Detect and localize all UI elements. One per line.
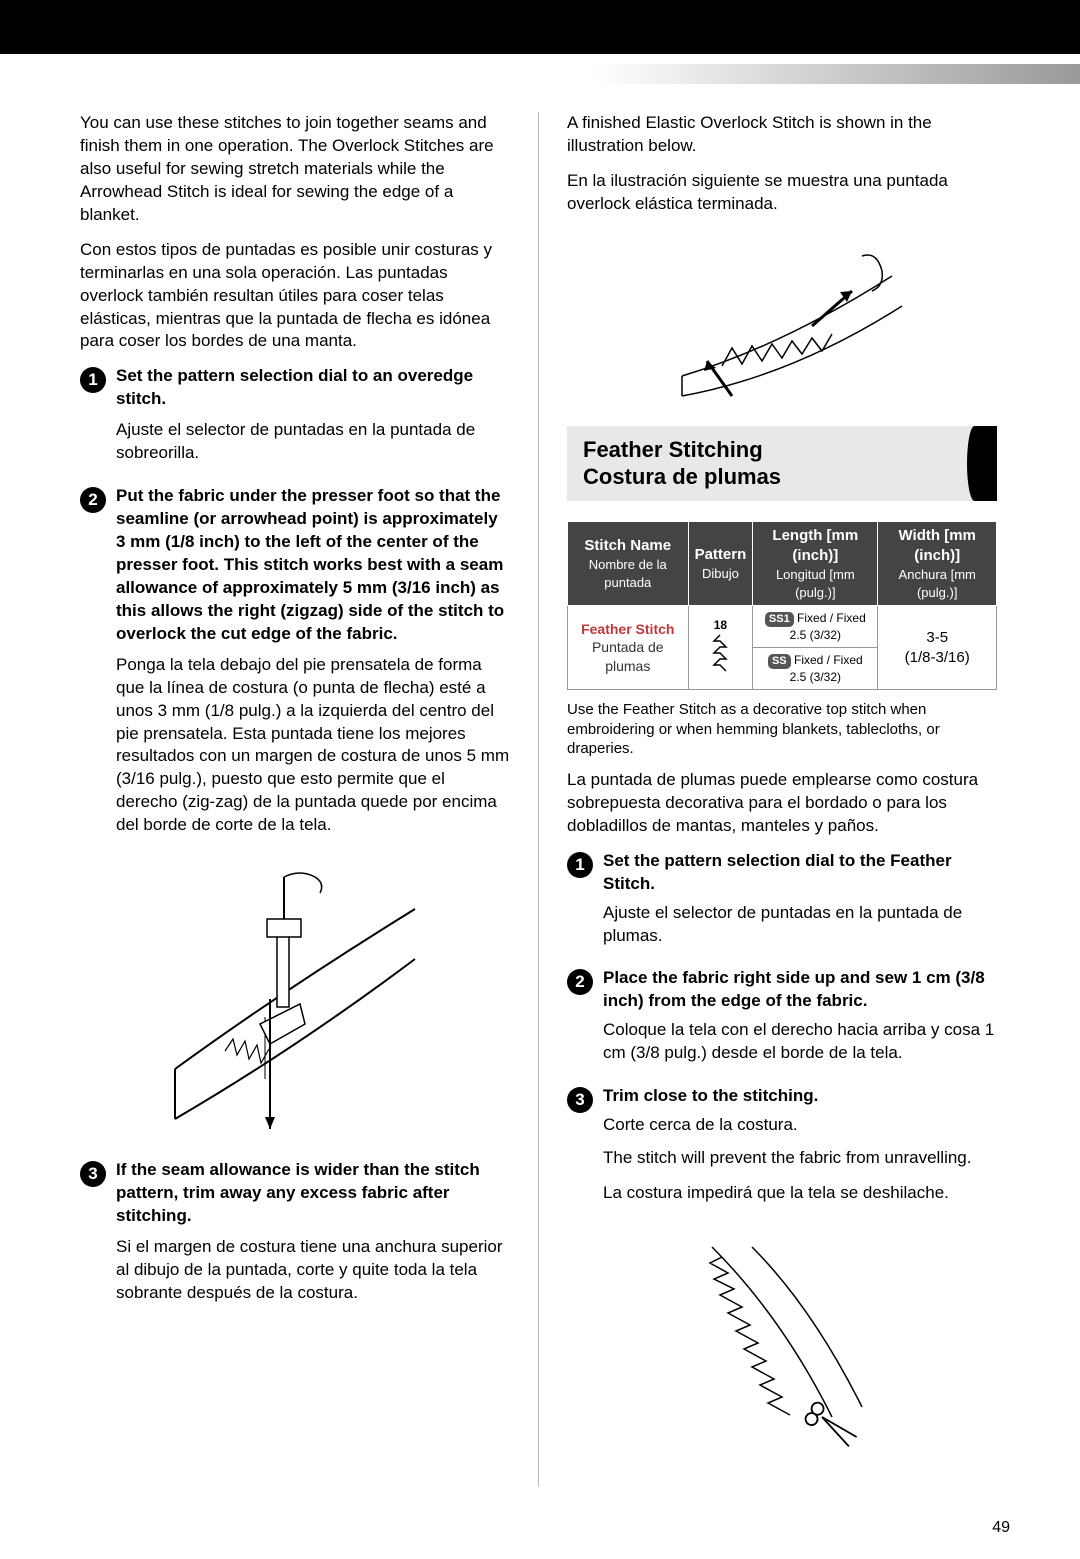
prevent-en: The stitch will prevent the fabric from … bbox=[603, 1147, 997, 1170]
td-length-1: SS1 Fixed / Fixed 2.5 (3/32) bbox=[753, 606, 878, 648]
r-step2-es: Coloque la tela con el derecho hacia arr… bbox=[603, 1019, 997, 1065]
intro-es: Con estos tipos de puntadas es posible u… bbox=[80, 239, 510, 354]
step-number-icon: 2 bbox=[567, 969, 593, 995]
usage-en: Use the Feather Stitch as a decorative t… bbox=[567, 700, 997, 759]
header-gradient-bar bbox=[0, 64, 1080, 84]
td-width: 3-5 (1/8-3/16) bbox=[878, 606, 997, 690]
step3-en: If the seam allowance is wider than the … bbox=[116, 1159, 510, 1228]
left-step-1: 1 Set the pattern selection dial to an o… bbox=[80, 365, 510, 477]
th-length: Length [mm (inch)]Longitud [mm (pulg.)] bbox=[753, 521, 878, 606]
left-step-3: 3 If the seam allowance is wider than th… bbox=[80, 1159, 510, 1317]
th-pattern: PatternDibujo bbox=[688, 521, 753, 606]
left-column: You can use these stitches to join toget… bbox=[80, 112, 510, 1487]
column-divider bbox=[538, 112, 539, 1487]
page-content: You can use these stitches to join toget… bbox=[0, 112, 1080, 1487]
presser-foot-illustration bbox=[80, 869, 510, 1139]
step-number-icon: 2 bbox=[80, 487, 106, 513]
th-width: Width [mm (inch)]Anchura [mm (pulg.)] bbox=[878, 521, 997, 606]
prevent-es: La costura impedirá que la tela se deshi… bbox=[603, 1182, 997, 1205]
r-step1-en: Set the pattern selection dial to the Fe… bbox=[603, 850, 997, 896]
left-step-2: 2 Put the fabric under the presser foot … bbox=[80, 485, 510, 849]
feather-stitch-icon bbox=[712, 633, 728, 673]
r-step3-es: Corte cerca de la costura. bbox=[603, 1114, 997, 1137]
th-name: Stitch NameNombre de la puntada bbox=[568, 521, 689, 606]
step-number-icon: 1 bbox=[567, 852, 593, 878]
td-length-2: SS Fixed / Fixed 2.5 (3/32) bbox=[753, 648, 878, 690]
r-step3-en: Trim close to the stitching. bbox=[603, 1085, 997, 1108]
usage-es: La puntada de plumas puede emplearse com… bbox=[567, 769, 997, 838]
r-step1-es: Ajuste el selector de puntadas en la pun… bbox=[603, 902, 997, 948]
step2-es: Ponga la tela debajo del pie prensatela … bbox=[116, 654, 510, 838]
stitch-table: Stitch NameNombre de la puntada PatternD… bbox=[567, 521, 997, 691]
finished-es: En la ilustración siguiente se muestra u… bbox=[567, 170, 997, 216]
step-number-icon: 1 bbox=[80, 367, 106, 393]
right-step-2: 2 Place the fabric right side up and sew… bbox=[567, 967, 997, 1077]
right-step-3: 3 Trim close to the stitching. Corte cer… bbox=[567, 1085, 997, 1217]
right-step-1: 1 Set the pattern selection dial to the … bbox=[567, 850, 997, 960]
feather-stitching-header: Feather Stitching Costura de plumas bbox=[567, 426, 997, 501]
header-black-bar bbox=[0, 0, 1080, 54]
feather-trim-illustration bbox=[567, 1237, 997, 1467]
section-title-es: Costura de plumas bbox=[583, 464, 781, 489]
step-number-icon: 3 bbox=[80, 1161, 106, 1187]
td-stitch-name: Feather Stitch Puntada de plumas bbox=[568, 606, 689, 690]
step3-es: Si el margen de costura tiene una anchur… bbox=[116, 1236, 510, 1305]
step-number-icon: 3 bbox=[567, 1087, 593, 1113]
td-pattern: 18 bbox=[688, 606, 753, 690]
step1-es: Ajuste el selector de puntadas en la pun… bbox=[116, 419, 510, 465]
page-number: 49 bbox=[0, 1487, 1080, 1559]
finished-en: A finished Elastic Overlock Stitch is sh… bbox=[567, 112, 997, 158]
step1-en: Set the pattern selection dial to an ove… bbox=[116, 365, 510, 411]
section-title-en: Feather Stitching bbox=[583, 437, 763, 462]
intro-en: You can use these stitches to join toget… bbox=[80, 112, 510, 227]
right-column: A finished Elastic Overlock Stitch is sh… bbox=[567, 112, 997, 1487]
overlock-illustration bbox=[567, 236, 997, 406]
step2-en: Put the fabric under the presser foot so… bbox=[116, 485, 510, 646]
r-step2-en: Place the fabric right side up and sew 1… bbox=[603, 967, 997, 1013]
